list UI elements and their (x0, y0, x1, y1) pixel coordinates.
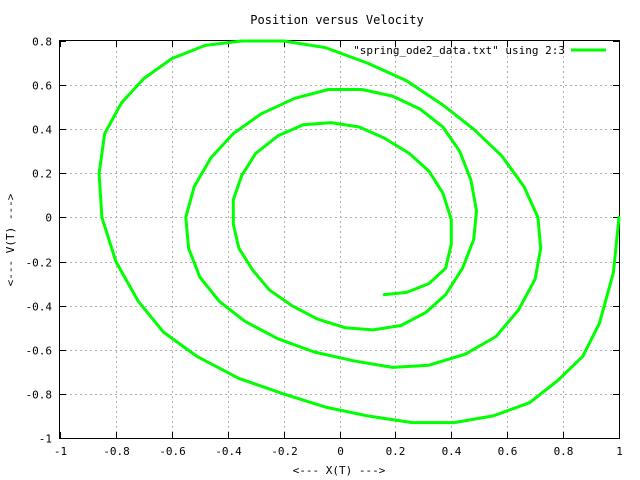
x-tick-label: -0.2 (271, 445, 298, 458)
x-tick-label: -0.8 (103, 445, 130, 458)
y-tick-label: 0.8 (32, 36, 52, 49)
y-tick-label: 0.6 (32, 80, 52, 93)
grid-layer (60, 41, 619, 438)
chart-title: Position versus Velocity (250, 13, 423, 27)
y-tick-label: -1 (39, 433, 52, 446)
legend-label: "spring_ode2_data.txt" using 2:3 (353, 44, 565, 57)
y-tick-label: 0 (45, 212, 52, 225)
legend: "spring_ode2_data.txt" using 2:3 (353, 44, 606, 57)
y-tick-label: 0.2 (32, 168, 52, 181)
y-tick-label: 0.4 (32, 124, 52, 137)
y-tick-label: -0.4 (26, 301, 53, 314)
y-tick-label: -0.8 (26, 389, 53, 402)
y-tick-label: -0.2 (26, 257, 53, 270)
x-tick-label: -0.4 (215, 445, 242, 458)
x-axis-label: <--- X(T) ---> (293, 464, 386, 477)
x-tick-label: 0 (337, 445, 344, 458)
x-tick-label: 0.6 (498, 445, 518, 458)
y-axis-label: <--- V(T) ---> (4, 193, 17, 286)
series-layer (97, 39, 621, 425)
series-line (97, 39, 621, 425)
plot-frame (59, 40, 620, 439)
x-tick-label: 0.2 (386, 445, 406, 458)
x-tick-label: 0.8 (554, 445, 574, 458)
tick-layer: -1 -0.8 -0.6 -0.4 -0.2 0 0.2 0.4 0.6 0.8 1 -1 -0.8 -0… (26, 36, 623, 459)
x-tick-label: -0.6 (159, 445, 186, 458)
x-tick-label: -1 (54, 445, 67, 458)
y-tick-label: -0.6 (26, 345, 53, 358)
x-tick-label: 0.4 (442, 445, 462, 458)
x-tick-label: 1 (616, 445, 623, 458)
